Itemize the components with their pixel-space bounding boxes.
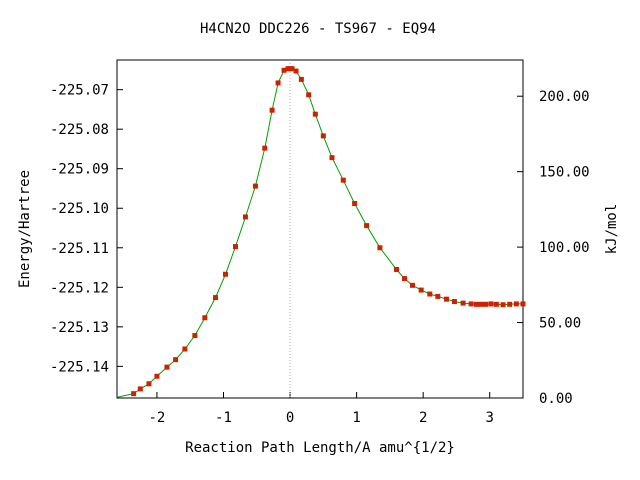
data-point	[329, 155, 335, 161]
data-point	[507, 301, 513, 307]
y-tick-label: -225.13	[50, 320, 109, 336]
y-tick-label: -225.11	[50, 241, 109, 257]
y-axis-label: Energy/Hartree	[17, 170, 33, 288]
data-point	[202, 315, 208, 321]
y2-axis-label: kJ/mol	[604, 204, 620, 255]
data-point	[312, 111, 318, 117]
data-point	[275, 80, 281, 86]
data-point	[213, 295, 219, 301]
y-tick-label: -225.14	[50, 359, 109, 375]
x-tick-label: 1	[352, 410, 360, 426]
data-point	[164, 364, 170, 370]
data-point	[293, 68, 299, 74]
reaction-path-line	[116, 68, 523, 398]
y2-tick-label: 150.00	[539, 165, 590, 181]
data-point	[394, 267, 400, 273]
data-point	[443, 296, 449, 302]
data-point	[262, 145, 268, 151]
data-point	[488, 301, 494, 307]
data-point	[493, 301, 499, 307]
data-point	[500, 302, 506, 308]
plot-frame	[116, 59, 524, 399]
data-point	[320, 133, 326, 139]
x-tick-label: 2	[419, 410, 427, 426]
data-point	[377, 245, 383, 251]
y-tick-label: -225.07	[50, 83, 109, 99]
data-point	[478, 301, 484, 307]
x-tick-label: -1	[215, 410, 232, 426]
data-point	[146, 381, 152, 387]
data-point	[252, 183, 258, 189]
data-point	[222, 271, 228, 277]
data-point	[460, 300, 466, 306]
data-points	[131, 66, 526, 397]
y2-tick-label: 200.00	[539, 89, 590, 105]
data-point	[182, 346, 188, 352]
data-point	[298, 76, 304, 82]
y-tick-label: -225.12	[50, 280, 109, 296]
data-point	[242, 214, 248, 220]
data-point	[340, 177, 346, 183]
data-point	[410, 282, 416, 288]
data-point	[402, 276, 408, 282]
x-axis-label: Reaction Path Length/A amu^{1/2}	[185, 440, 455, 456]
x-tick-label: 3	[486, 410, 494, 426]
data-point	[269, 107, 275, 113]
data-point	[352, 201, 358, 207]
data-point	[435, 293, 441, 299]
data-point	[173, 357, 179, 363]
data-point	[427, 291, 433, 297]
data-point	[364, 223, 370, 229]
data-point	[154, 373, 160, 379]
data-point	[483, 301, 489, 307]
y2-tick-label: 0.00	[539, 391, 573, 407]
y-tick-label: -225.08	[50, 122, 109, 138]
data-point	[473, 301, 479, 307]
x-tick-label: -2	[149, 410, 166, 426]
data-point	[520, 301, 526, 307]
data-point	[289, 66, 295, 72]
data-point	[232, 244, 238, 250]
data-point	[513, 301, 519, 307]
data-point	[281, 67, 287, 73]
data-point	[192, 333, 198, 339]
data-point	[468, 301, 474, 307]
chart-title: H4CN2O DDC226 - TS967 - EQ94	[200, 21, 436, 37]
y2-tick-label: 100.00	[539, 240, 590, 256]
data-point	[137, 386, 143, 392]
data-point	[451, 299, 457, 305]
y-tick-label: -225.10	[50, 201, 109, 217]
axes: -2 -1 0 1 2 3 -225.07 -225.08 -225.09 -225.10 -225…	[50, 83, 590, 426]
x-tick-label: 0	[286, 410, 294, 426]
y2-tick-label: 50.00	[539, 316, 581, 332]
y-tick-label: -225.09	[50, 162, 109, 178]
data-point	[131, 391, 137, 397]
data-point	[306, 92, 312, 98]
data-point	[418, 287, 424, 293]
